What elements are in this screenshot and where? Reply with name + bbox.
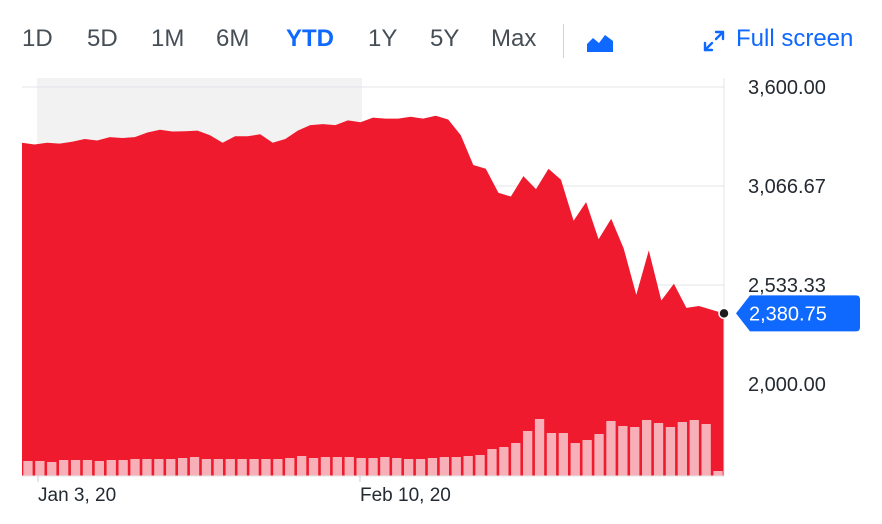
tab-max[interactable]: Max (491, 25, 537, 52)
volume-bar (415, 459, 426, 476)
volume-bar (225, 459, 235, 476)
volume-bar (118, 460, 128, 476)
y-axis-labels: 3,600.00 3,066.67 2,533.33 2,000.00 (748, 77, 826, 396)
tab-1m[interactable]: 1M (151, 25, 185, 52)
volume-bar (677, 422, 687, 476)
volume-bar (606, 421, 616, 476)
volume-bar (439, 457, 449, 476)
fullscreen-label: Full screen (736, 25, 854, 52)
tab-1y[interactable]: 1Y (368, 25, 398, 52)
volume-bar (487, 449, 497, 476)
volume-bar (463, 456, 473, 476)
volume-bar (558, 433, 568, 476)
x-tick-label: Jan 3, 20 (38, 485, 116, 506)
x-axis-labels: Jan 3, 20 Feb 10, 20 (37, 476, 451, 506)
volume-bar (630, 427, 640, 476)
area-chart-icon[interactable] (586, 30, 614, 54)
volume-bar (213, 459, 223, 476)
volume-bar (94, 461, 104, 476)
volume-bar (451, 457, 461, 476)
volume-bar (261, 459, 271, 476)
volume-bar (534, 419, 545, 476)
volume-bar (189, 457, 200, 476)
x-tick-label: Feb 10, 20 (360, 485, 451, 506)
volume-bar (368, 458, 378, 476)
volume-bar (23, 461, 33, 476)
volume-bar (297, 456, 307, 476)
volume-bar (689, 420, 699, 476)
volume-bar (713, 471, 723, 476)
volume-bar (499, 447, 509, 476)
volume-bar (59, 460, 69, 476)
tab-1d[interactable]: 1D (22, 25, 53, 52)
tab-5y[interactable]: 5Y (430, 25, 460, 52)
volume-bar (404, 459, 414, 476)
volume-bar (106, 460, 116, 476)
current-price-marker: 2,380.75 (718, 295, 860, 332)
current-price-badge (736, 295, 860, 332)
volume-bar (511, 443, 521, 476)
price-chart[interactable]: 3,600.00 3,066.67 2,533.33 2,000.00 Jan 3, … (0, 70, 882, 524)
volume-bar (35, 461, 45, 476)
volume-bar (380, 457, 390, 476)
volume-bar (273, 459, 283, 476)
y-tick-label: 3,600.00 (748, 77, 826, 99)
volume-bar (237, 459, 247, 476)
volume-bar (427, 458, 438, 476)
volume-bar (523, 431, 533, 476)
volume-bar (249, 459, 259, 476)
toolbar-divider (563, 24, 564, 58)
volume-bar (594, 434, 604, 476)
price-area (22, 115, 724, 477)
volume-bar (701, 424, 711, 476)
volume-bar (570, 443, 580, 476)
volume-bar (332, 457, 342, 476)
volume-bar (82, 460, 93, 476)
volume-bar (582, 440, 592, 476)
tab-5d[interactable]: 5D (87, 25, 118, 52)
tab-6m[interactable]: 6M (216, 25, 250, 52)
volume-bar (178, 458, 188, 476)
volume-bar (475, 455, 485, 476)
volume-bar (320, 457, 331, 476)
volume-bar (546, 433, 557, 476)
volume-bar (308, 458, 319, 476)
volume-bar (285, 458, 295, 476)
volume-bar (47, 462, 57, 476)
current-price-dot (718, 307, 730, 320)
volume-bar (70, 460, 81, 476)
y-tick-label: 2,533.33 (748, 275, 826, 297)
volume-bar (665, 427, 676, 476)
volume-bar (653, 423, 664, 476)
volume-bar (618, 426, 628, 476)
tab-ytd[interactable]: YTD (286, 25, 334, 52)
volume-bar (356, 458, 366, 476)
range-toolbar: 1D 5D 1M 6M YTD 1Y 5Y Max Full screen (0, 0, 882, 80)
expand-arrows-icon (703, 30, 725, 52)
current-price-label: 2,380.75 (749, 303, 827, 325)
y-tick-label: 2,000.00 (748, 374, 826, 396)
volume-bar (201, 459, 212, 476)
volume-bar (642, 420, 652, 476)
volume-bar (344, 457, 354, 476)
volume-bars (23, 419, 723, 476)
volume-bar (392, 458, 402, 476)
volume-bar (130, 459, 140, 476)
volume-bar (166, 459, 176, 476)
y-tick-label: 3,066.67 (748, 176, 826, 198)
volume-bar (154, 459, 164, 476)
volume-bar (142, 459, 152, 476)
